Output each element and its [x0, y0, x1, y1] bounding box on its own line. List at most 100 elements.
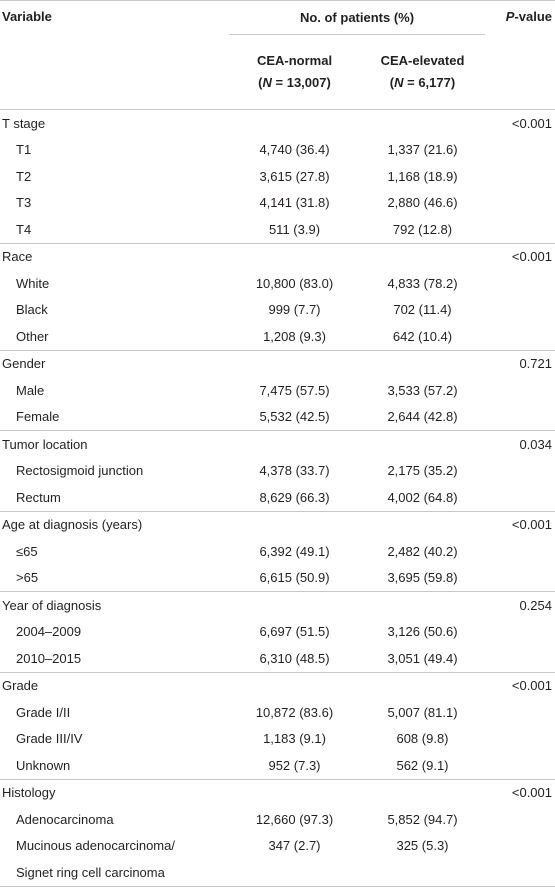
- category-row: Year of diagnosis 0.254: [0, 591, 555, 619]
- cea-normal-value: 6,697 (51.5): [259, 624, 330, 640]
- table-row: ≤65 6,392 (49.1) 2,482 (40.2): [0, 538, 555, 565]
- category-row: Histology <0.001: [0, 778, 555, 806]
- table-row: Male 7,475 (57.5) 3,533 (57.2): [0, 377, 555, 404]
- p-value: [485, 297, 555, 324]
- row-label: T3: [16, 195, 32, 211]
- table-row: T2 3,615 (27.8) 1,168 (18.9): [0, 163, 555, 190]
- cea-normal-value: 999 (7.7): [268, 302, 321, 318]
- category-row: T stage <0.001: [0, 109, 555, 137]
- table-row: T4 511 (3.9) 792 (12.8): [0, 216, 555, 243]
- row-label: Adenocarcinoma: [16, 811, 114, 827]
- p-value: [485, 216, 555, 243]
- cea-elevated-value: 325 (5.3): [396, 838, 449, 854]
- row-label: Unknown: [16, 757, 71, 773]
- p-value: <0.001: [485, 778, 555, 806]
- table-row: 2004–2009 6,697 (51.5) 3,126 (50.6): [0, 619, 555, 646]
- p-value: [485, 377, 555, 404]
- category-label: Grade: [0, 671, 229, 699]
- row-label: Grade I/II: [16, 704, 71, 720]
- header-variable: Variable: [0, 0, 229, 110]
- table-row: Grade I/II 10,872 (83.6) 5,007 (81.1): [0, 699, 555, 726]
- category-label: T stage: [0, 109, 229, 137]
- header-no-patients: No. of patients (%): [229, 0, 485, 35]
- p-value: 0.254: [485, 591, 555, 619]
- row-label: Mucinous adenocarcinoma/: [16, 838, 175, 854]
- cea-normal-value: 7,475 (57.5): [259, 382, 330, 398]
- cea-elevated-value: 1,168 (18.9): [387, 168, 458, 184]
- cea-normal-value: [229, 671, 360, 699]
- cea-elevated-value: 5,852 (94.7): [387, 811, 458, 827]
- cea-elevated-value: 4,833 (78.2): [387, 275, 458, 291]
- p-value: [485, 619, 555, 646]
- table-row: Mucinous adenocarcinoma/347 (2.7) 325 (5.…: [0, 833, 555, 860]
- category-row: Grade <0.001: [0, 671, 555, 699]
- cea-elevated-value: [360, 591, 485, 619]
- row-label: 2004–2009: [16, 624, 82, 640]
- cea-normal-value: 347 (2.7): [268, 838, 321, 854]
- row-label: Signet ring cell carcinoma: [0, 859, 229, 887]
- cea-normal-value: [229, 778, 360, 806]
- cea-elevated-value: [360, 510, 485, 538]
- category-label: Histology: [0, 778, 229, 806]
- cea-elevated-value: 2,482 (40.2): [387, 543, 458, 559]
- cea-elevated-value: 792 (12.8): [392, 221, 453, 237]
- header-cea-elevated: CEA-elevated (N = 6,177): [360, 34, 485, 110]
- cea-normal-value: 1,208 (9.3): [263, 328, 326, 344]
- row-label: ≤65: [16, 543, 38, 559]
- cea-elevated-value: [360, 671, 485, 699]
- cea-normal-value: [229, 510, 360, 538]
- table-body: T stage <0.001 T1 4,740 (36.4) 1,337 (21.6) T…: [0, 109, 555, 887]
- category-label: Tumor location: [0, 430, 229, 458]
- cea-elevated-value: 3,126 (50.6): [387, 624, 458, 640]
- cea-elevated-value: 608 (9.8): [396, 731, 449, 747]
- category-row: Age at diagnosis (years) <0.001: [0, 510, 555, 538]
- p-value: [485, 699, 555, 726]
- p-value: [485, 806, 555, 833]
- category-row: Race <0.001: [0, 242, 555, 270]
- cea-normal-value: 6,392 (49.1): [259, 543, 330, 559]
- p-value: [485, 752, 555, 779]
- cea-elevated-value: 2,644 (42.8): [387, 409, 458, 425]
- category-label: Age at diagnosis (years): [0, 510, 229, 538]
- cea-elevated-value: 3,695 (59.8): [387, 570, 458, 586]
- cea-elevated-value: [360, 430, 485, 458]
- table-row: Rectosigmoid junction 4,378 (33.7) 2,175 (…: [0, 458, 555, 485]
- cea-elevated-value: [360, 778, 485, 806]
- cea-elevated-value: [360, 349, 485, 377]
- p-value: [485, 726, 555, 753]
- header-p-suffix: -value: [514, 9, 552, 24]
- row-label: Black: [16, 302, 48, 318]
- cea-elevated-value: 4,002 (64.8): [387, 489, 458, 505]
- category-row: Gender 0.721: [0, 349, 555, 377]
- p-value: [485, 323, 555, 350]
- cea-elevated-value: 702 (11.4): [393, 302, 452, 318]
- p-value: [485, 859, 555, 887]
- table-row: Other 1,208 (9.3) 642 (10.4): [0, 323, 555, 350]
- row-label: 2010–2015: [16, 650, 82, 666]
- table-row: >65 6,615 (50.9) 3,695 (59.8): [0, 565, 555, 592]
- p-value: [485, 270, 555, 297]
- header-cea-elevated-label: CEA-elevated: [380, 53, 465, 68]
- p-value: <0.001: [485, 242, 555, 270]
- row-label: Grade III/IV: [16, 731, 83, 747]
- table-row: Grade III/IV 1,183 (9.1) 608 (9.8): [0, 726, 555, 753]
- cea-normal-value: 6,615 (50.9): [259, 570, 330, 586]
- p-value: 0.034: [485, 430, 555, 458]
- cea-elevated-value: [360, 242, 485, 270]
- row-label: Other: [16, 328, 49, 344]
- p-value: [485, 163, 555, 190]
- category-label: Year of diagnosis: [0, 591, 229, 619]
- table-row: Adenocarcinoma 12,660 (97.3) 5,852 (94.7): [0, 806, 555, 833]
- cea-normal-value: [229, 349, 360, 377]
- table-row: T3 4,141 (31.8) 2,880 (46.6): [0, 190, 555, 217]
- cea-normal-value: 4,141 (31.8): [259, 195, 330, 211]
- cea-normal-value: 12,660 (97.3): [255, 811, 334, 827]
- p-value: [485, 404, 555, 431]
- table-row: 2010–2015 6,310 (48.5) 3,051 (49.4): [0, 645, 555, 672]
- cea-elevated-value: 1,337 (21.6): [387, 142, 458, 158]
- p-value: [485, 137, 555, 164]
- p-value: [485, 484, 555, 511]
- p-value: [485, 833, 555, 860]
- cea-normal-value: 511 (3.9): [268, 221, 321, 237]
